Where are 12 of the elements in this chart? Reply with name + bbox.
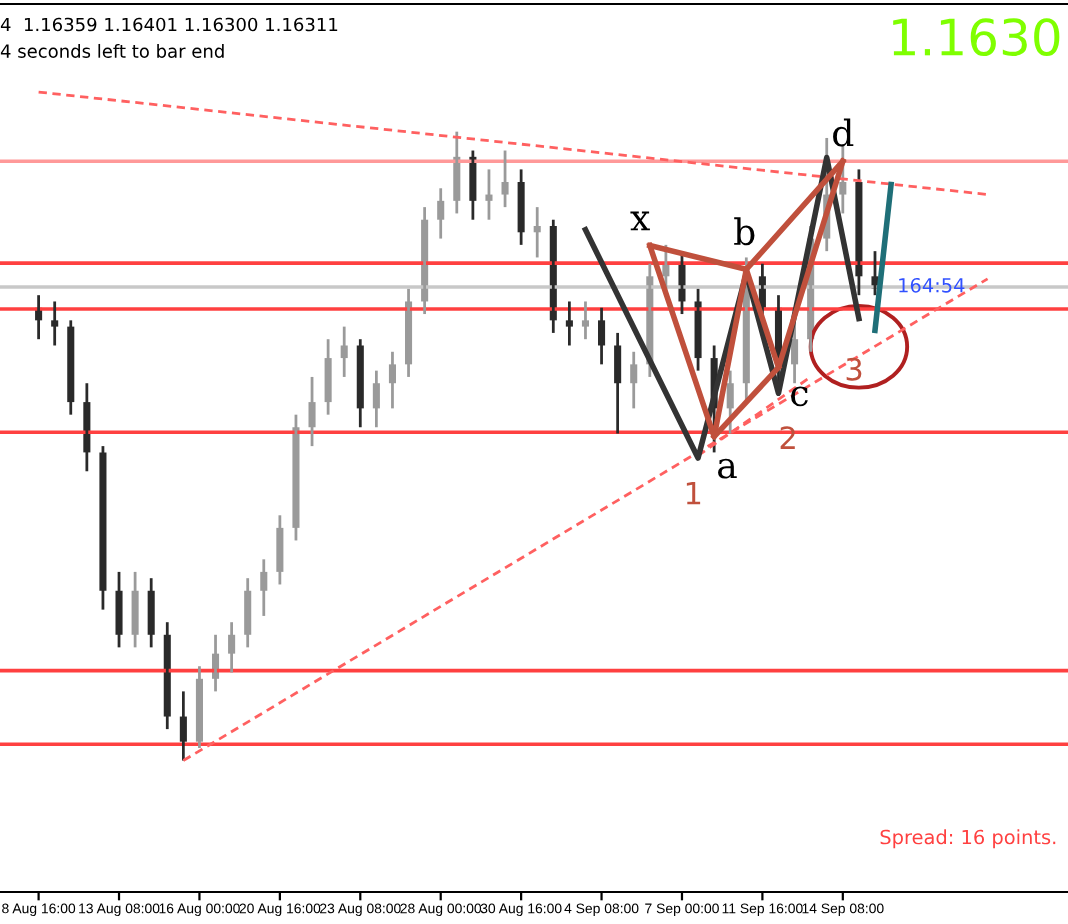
annotation: 1: [686, 481, 701, 505]
annotation: 164:54: [899, 277, 965, 293]
text: Spread: 16 points.: [880, 829, 1056, 849]
text: 4 seconds left to bar end: [0, 43, 224, 58]
annotation: c: [791, 386, 808, 407]
annotation: x: [630, 211, 650, 231]
text: 1.1630: [893, 18, 1060, 57]
annotation: d: [833, 118, 854, 147]
annotation: 3: [846, 357, 862, 381]
annotation: a: [718, 458, 737, 479]
annotation: b: [734, 217, 755, 246]
text: 4 1.16359 1.16401 1.16300 1.16311: [0, 17, 338, 32]
